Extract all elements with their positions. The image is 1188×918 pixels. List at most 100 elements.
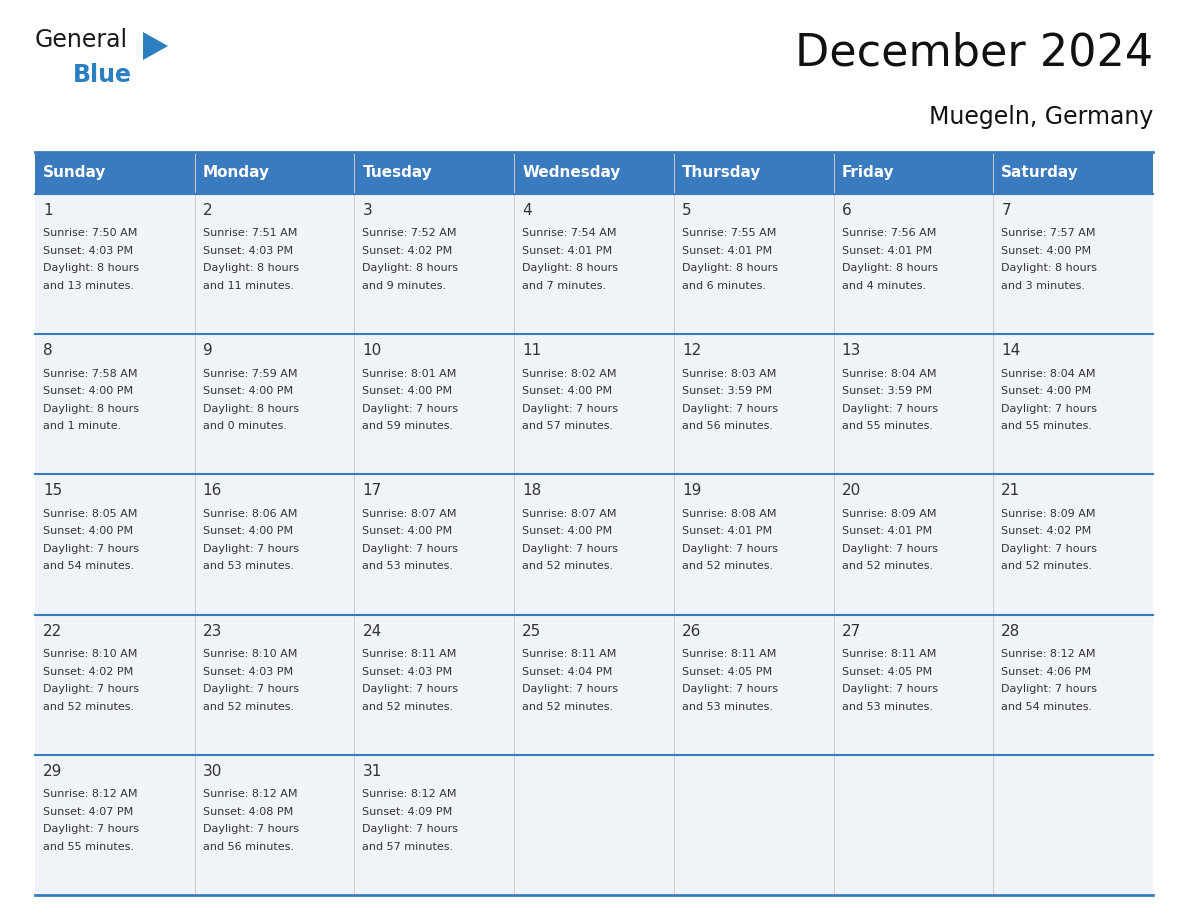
Text: Sunrise: 8:02 AM: Sunrise: 8:02 AM [523,369,617,379]
Bar [514,194,674,334]
Text: 25: 25 [523,623,542,639]
Polygon shape [143,32,168,60]
Text: Sunrise: 7:54 AM: Sunrise: 7:54 AM [523,229,617,239]
Text: Sunrise: 8:12 AM: Sunrise: 8:12 AM [1001,649,1095,659]
Text: Daylight: 7 hours: Daylight: 7 hours [841,543,937,554]
Text: Sunset: 4:00 PM: Sunset: 4:00 PM [1001,386,1092,397]
Text: Daylight: 7 hours: Daylight: 7 hours [362,684,459,694]
Text: Sunrise: 7:52 AM: Sunrise: 7:52 AM [362,229,457,239]
Bar [993,194,1154,334]
Text: Sunset: 4:01 PM: Sunset: 4:01 PM [841,526,931,536]
Text: Sunset: 4:00 PM: Sunset: 4:00 PM [203,386,292,397]
Text: Monday: Monday [203,165,270,181]
Text: Tuesday: Tuesday [362,165,432,181]
Text: Sunset: 4:00 PM: Sunset: 4:00 PM [362,386,453,397]
Bar [834,475,993,614]
Text: Daylight: 8 hours: Daylight: 8 hours [203,404,298,414]
Text: 19: 19 [682,484,701,498]
Text: 1: 1 [43,203,52,218]
Text: Friday: Friday [841,165,895,181]
Bar [674,614,834,755]
Text: and 6 minutes.: and 6 minutes. [682,281,766,291]
Bar [514,334,674,475]
Text: Daylight: 7 hours: Daylight: 7 hours [841,404,937,414]
Text: and 57 minutes.: and 57 minutes. [362,842,454,852]
Bar [34,334,195,475]
Bar [34,755,195,895]
Text: Muegeln, Germany: Muegeln, Germany [929,105,1154,129]
Bar [195,475,354,614]
Text: Sunset: 4:00 PM: Sunset: 4:00 PM [43,526,133,536]
Text: Daylight: 7 hours: Daylight: 7 hours [362,404,459,414]
Text: and 7 minutes.: and 7 minutes. [523,281,606,291]
Text: and 52 minutes.: and 52 minutes. [523,701,613,711]
Text: and 54 minutes.: and 54 minutes. [43,562,134,571]
Text: Sunrise: 8:11 AM: Sunrise: 8:11 AM [682,649,776,659]
Text: and 0 minutes.: and 0 minutes. [203,421,286,431]
Text: and 55 minutes.: and 55 minutes. [1001,421,1092,431]
Bar [993,614,1154,755]
Text: and 54 minutes.: and 54 minutes. [1001,701,1093,711]
Text: Sunrise: 8:12 AM: Sunrise: 8:12 AM [43,789,138,800]
Text: 4: 4 [523,203,532,218]
Text: Daylight: 7 hours: Daylight: 7 hours [362,824,459,834]
Text: Sunset: 4:08 PM: Sunset: 4:08 PM [203,807,293,817]
Text: and 55 minutes.: and 55 minutes. [43,842,134,852]
Bar [674,475,834,614]
Text: Sunrise: 7:59 AM: Sunrise: 7:59 AM [203,369,297,379]
Text: Sunset: 3:59 PM: Sunset: 3:59 PM [682,386,772,397]
Text: and 57 minutes.: and 57 minutes. [523,421,613,431]
Text: and 52 minutes.: and 52 minutes. [43,701,134,711]
Bar [354,334,514,475]
Text: and 53 minutes.: and 53 minutes. [841,701,933,711]
Text: 12: 12 [682,343,701,358]
Bar [993,755,1154,895]
Bar [993,475,1154,614]
Bar [514,755,674,895]
Text: 28: 28 [1001,623,1020,639]
Bar [195,334,354,475]
Text: 24: 24 [362,623,381,639]
Text: Sunrise: 8:07 AM: Sunrise: 8:07 AM [362,509,457,519]
Text: December 2024: December 2024 [795,32,1154,75]
Text: Sunrise: 7:55 AM: Sunrise: 7:55 AM [682,229,776,239]
Text: and 59 minutes.: and 59 minutes. [362,421,454,431]
Bar [354,194,514,334]
Text: and 3 minutes.: and 3 minutes. [1001,281,1086,291]
Text: Daylight: 8 hours: Daylight: 8 hours [841,263,937,274]
Text: 11: 11 [523,343,542,358]
Text: 22: 22 [43,623,62,639]
Text: Daylight: 7 hours: Daylight: 7 hours [43,684,139,694]
Text: Sunrise: 7:56 AM: Sunrise: 7:56 AM [841,229,936,239]
Text: Sunrise: 8:04 AM: Sunrise: 8:04 AM [841,369,936,379]
Text: Daylight: 7 hours: Daylight: 7 hours [523,543,618,554]
Bar [354,755,514,895]
Text: 31: 31 [362,764,381,778]
Text: Daylight: 8 hours: Daylight: 8 hours [43,263,139,274]
Text: Sunset: 4:01 PM: Sunset: 4:01 PM [841,246,931,256]
Bar [674,152,834,194]
Bar [834,614,993,755]
Text: Sunrise: 7:58 AM: Sunrise: 7:58 AM [43,369,138,379]
Text: Daylight: 7 hours: Daylight: 7 hours [682,684,778,694]
Text: Daylight: 7 hours: Daylight: 7 hours [43,824,139,834]
Text: Daylight: 7 hours: Daylight: 7 hours [1001,684,1098,694]
Text: 27: 27 [841,623,861,639]
Text: Sunset: 4:05 PM: Sunset: 4:05 PM [682,666,772,677]
Text: Daylight: 7 hours: Daylight: 7 hours [523,684,618,694]
Text: 15: 15 [43,484,62,498]
Text: Sunrise: 8:12 AM: Sunrise: 8:12 AM [362,789,457,800]
Text: Sunset: 4:06 PM: Sunset: 4:06 PM [1001,666,1092,677]
Text: 14: 14 [1001,343,1020,358]
Text: Sunset: 4:04 PM: Sunset: 4:04 PM [523,666,612,677]
Text: and 52 minutes.: and 52 minutes. [203,701,293,711]
Text: 17: 17 [362,484,381,498]
Text: Daylight: 7 hours: Daylight: 7 hours [523,404,618,414]
Text: 26: 26 [682,623,701,639]
Text: 30: 30 [203,764,222,778]
Text: Daylight: 7 hours: Daylight: 7 hours [203,684,298,694]
Text: 9: 9 [203,343,213,358]
Text: Sunset: 4:02 PM: Sunset: 4:02 PM [43,666,133,677]
Text: and 56 minutes.: and 56 minutes. [203,842,293,852]
Bar [195,614,354,755]
